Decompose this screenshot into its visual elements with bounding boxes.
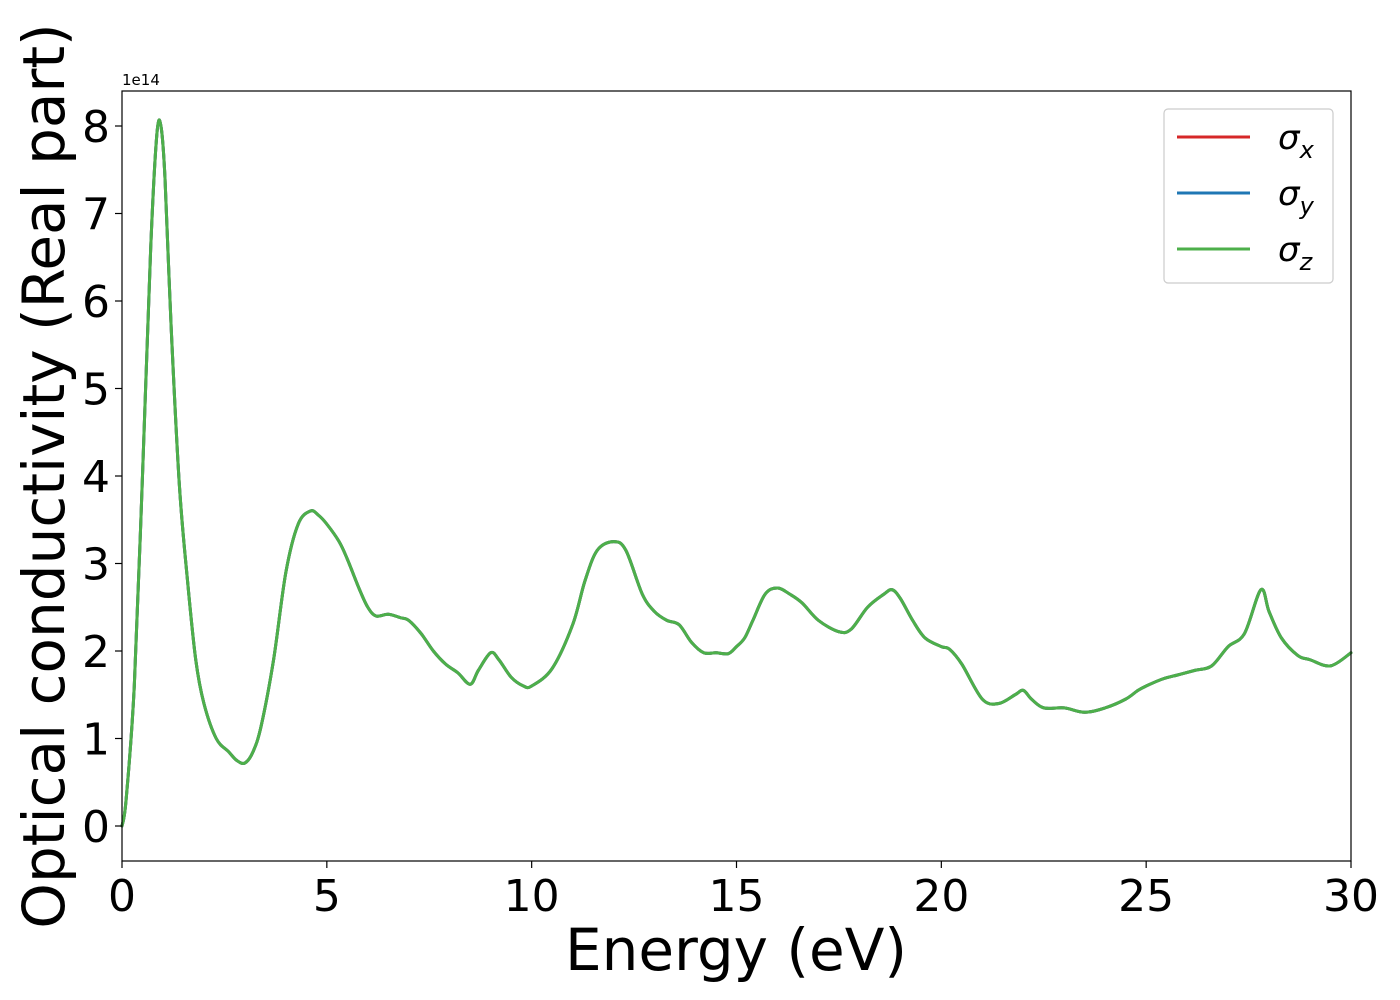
- legend-label: σz: [1278, 230, 1314, 276]
- y-tick-label: 4: [82, 452, 110, 503]
- y-tick-label: 8: [82, 102, 110, 153]
- legend-label: σy: [1278, 174, 1315, 220]
- x-tick-label: 0: [108, 871, 136, 922]
- series-line-σz: [120, 118, 1353, 828]
- y-tick-label: 1: [82, 715, 110, 766]
- y-tick-label: 2: [82, 627, 110, 678]
- y-tick-label: 5: [82, 365, 110, 416]
- y-tick-label: 7: [82, 190, 110, 241]
- x-tick-label: 10: [504, 871, 560, 922]
- y-tick-label: 6: [82, 277, 110, 328]
- y-axis: 0 1 2 3 4 5 6 7 8: [82, 102, 122, 853]
- y-tick-label: 3: [82, 540, 110, 591]
- x-tick-label: 5: [313, 871, 341, 922]
- series-layer: [120, 118, 1353, 828]
- legend-entries: σx σy σz: [1177, 118, 1315, 276]
- y-offset-label: 1e14: [122, 71, 160, 89]
- legend-box: [1163, 108, 1334, 284]
- legend: σx σy σz: [1163, 108, 1334, 284]
- x-axis: 0 5 10 15 20 25 30: [108, 861, 1379, 922]
- x-tick-label: 20: [913, 871, 969, 922]
- x-tick-label: 30: [1323, 871, 1379, 922]
- y-axis-label: Optical conductivity (Real part): [10, 23, 78, 928]
- y-tick-label: 0: [82, 802, 110, 853]
- legend-label: σx: [1278, 118, 1315, 164]
- x-axis-label: Energy (eV): [565, 916, 907, 984]
- plot-background: [122, 91, 1351, 861]
- x-tick-label: 25: [1118, 871, 1174, 922]
- x-tick-label: 15: [709, 871, 765, 922]
